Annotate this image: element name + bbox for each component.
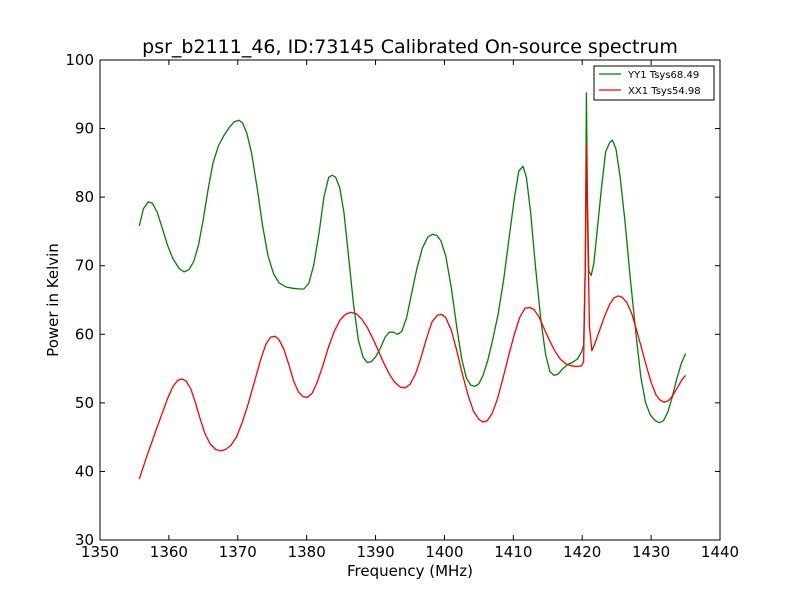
y-tick-label: 90 [75,120,94,138]
series-layer [138,92,687,480]
x-tick-label: 1420 [563,543,601,561]
x-tick-label: 1400 [425,543,463,561]
legend-box [593,65,715,101]
y-tick-label: 40 [75,462,94,480]
y-tick-label: 80 [75,188,94,206]
y-tick-label: 100 [65,51,94,69]
y-tick-label: 60 [75,325,94,343]
y-tick-label: 70 [75,257,94,275]
x-tick-label: 1410 [494,543,532,561]
legend-label-xx1: XX1 Tsys54.98 [628,86,701,97]
plot-frame [99,59,721,541]
x-tick-label: 1440 [701,543,739,561]
x-tick-label: 1370 [219,543,257,561]
x-tick-label: 1380 [288,543,326,561]
series-line-yy1 [138,92,687,424]
legend: YY1 Tsys68.49 XX1 Tsys54.98 [593,65,715,101]
series-line-xx1 [138,143,687,480]
x-tick-label: 1360 [150,543,188,561]
y-tick-label: 30 [75,531,94,549]
x-axis-title: Frequency (MHz) [347,562,473,580]
x-tick-label: 1430 [632,543,670,561]
y-axis-title: Power in Kelvin [44,243,62,357]
ticks-layer: 1350 1360 1370 1380 1390 1400 1410 1420 1430 1440… [65,51,739,561]
x-tick-label: 1350 [81,543,119,561]
legend-label-yy1: YY1 Tsys68.49 [627,70,699,81]
y-tick-label: 50 [75,394,94,412]
chart-title: psr_b2111_46, ID:73145 Calibrated On-sou… [142,36,678,58]
x-tick-label: 1390 [356,543,394,561]
